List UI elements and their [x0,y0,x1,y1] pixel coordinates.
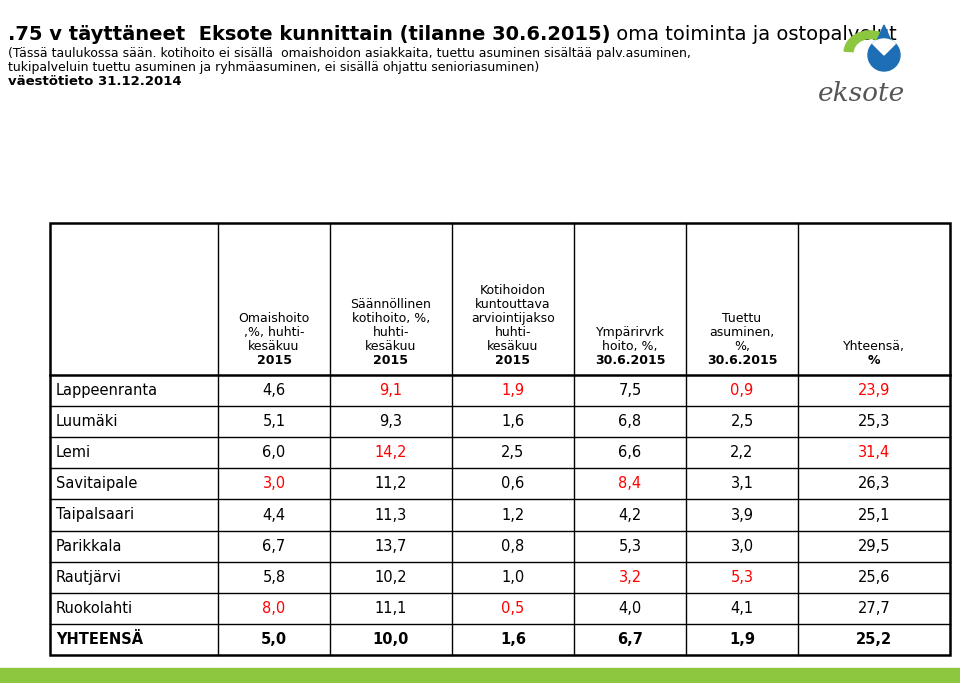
Text: 9,1: 9,1 [379,383,402,398]
Text: kesäkuu: kesäkuu [488,340,539,353]
Text: YHTEENSÄ: YHTEENSÄ [56,632,143,647]
Text: 9,3: 9,3 [379,414,402,429]
Text: 0,9: 0,9 [731,383,754,398]
Text: 8,4: 8,4 [618,476,641,491]
Text: 4,1: 4,1 [731,601,754,616]
Text: oma toiminta ja ostopalvelut: oma toiminta ja ostopalvelut [611,25,898,44]
Polygon shape [844,31,895,52]
Text: ,%, huhti-: ,%, huhti- [244,326,304,339]
Text: 10,2: 10,2 [374,570,407,585]
Text: 7,5: 7,5 [618,383,641,398]
Text: 2,2: 2,2 [731,445,754,460]
Text: 25,1: 25,1 [857,507,890,522]
Text: eksote: eksote [818,81,905,106]
Text: 0,8: 0,8 [501,539,524,554]
Text: kesäkuu: kesäkuu [366,340,417,353]
Text: 4,4: 4,4 [262,507,285,522]
Text: 5,8: 5,8 [262,570,285,585]
Text: Taipalsaari: Taipalsaari [56,507,134,522]
Text: 1,2: 1,2 [501,507,524,522]
Text: kotihoito, %,: kotihoito, %, [352,312,430,325]
Text: 1,6: 1,6 [500,632,526,647]
Text: 6,6: 6,6 [618,445,641,460]
Text: 23,9: 23,9 [858,383,890,398]
Text: %,: %, [734,340,750,353]
Text: 25,2: 25,2 [856,632,892,647]
Text: 1,6: 1,6 [501,414,524,429]
Bar [0,668,960,683]
Text: 3,0: 3,0 [731,539,754,554]
Text: 2015: 2015 [495,354,531,367]
Text: 25,3: 25,3 [858,414,890,429]
Bar [50,223,950,655]
Text: 26,3: 26,3 [858,476,890,491]
Text: Ympärirvrk: Ympärirvrk [595,326,664,339]
Text: 2,5: 2,5 [501,445,524,460]
Wedge shape [868,39,900,71]
Text: 1,0: 1,0 [501,570,524,585]
Text: Parikkala: Parikkala [56,539,123,554]
Text: 13,7: 13,7 [374,539,407,554]
Text: 3,0: 3,0 [262,476,285,491]
Text: asuminen,: asuminen, [709,326,775,339]
Text: 6,8: 6,8 [618,414,641,429]
Text: 11,3: 11,3 [374,507,407,522]
Polygon shape [876,25,892,43]
Text: 2015: 2015 [373,354,409,367]
Text: Yhteensä,: Yhteensä, [843,340,905,353]
Text: 5,1: 5,1 [262,414,285,429]
Text: tukipalveluin tuettu asuminen ja ryhmäasuminen, ei sisällä ohjattu senioriasumin: tukipalveluin tuettu asuminen ja ryhmäas… [8,61,540,74]
Wedge shape [873,39,896,55]
Text: 5,3: 5,3 [618,539,641,554]
Text: 6,0: 6,0 [262,445,286,460]
Text: .75 v täyttäneet  Eksote kunnittain (tilanne 30.6.2015): .75 v täyttäneet Eksote kunnittain (tila… [8,25,611,44]
Text: 3,9: 3,9 [731,507,754,522]
Text: kesäkuu: kesäkuu [249,340,300,353]
Text: %: % [868,354,880,367]
Text: Savitaipale: Savitaipale [56,476,137,491]
Text: (Tässä taulukossa sään. kotihoito ei sisällä  omaishoidon asiakkaita, tuettu asu: (Tässä taulukossa sään. kotihoito ei sis… [8,47,691,60]
Text: 4,0: 4,0 [618,601,641,616]
Text: 6,7: 6,7 [617,632,643,647]
Text: hoito, %,: hoito, %, [602,340,658,353]
Text: 0,6: 0,6 [501,476,524,491]
Text: Rautjärvi: Rautjärvi [56,570,122,585]
Text: Kotihoidon: Kotihoidon [480,284,546,297]
Text: 11,1: 11,1 [374,601,407,616]
Text: 11,2: 11,2 [374,476,407,491]
Text: huhti-: huhti- [494,326,531,339]
Text: 2,5: 2,5 [731,414,754,429]
Text: 27,7: 27,7 [857,601,890,616]
Text: Ruokolahti: Ruokolahti [56,601,133,616]
Text: 5,3: 5,3 [731,570,754,585]
Text: kuntouttava: kuntouttava [475,298,551,311]
Text: 30.6.2015: 30.6.2015 [595,354,665,367]
Text: 10,0: 10,0 [372,632,409,647]
Text: Tuettu: Tuettu [723,312,761,325]
Text: 0,5: 0,5 [501,601,524,616]
Text: 3,1: 3,1 [731,476,754,491]
Text: 4,6: 4,6 [262,383,285,398]
Text: 1,9: 1,9 [501,383,524,398]
Text: 3,2: 3,2 [618,570,641,585]
Text: 1,9: 1,9 [729,632,755,647]
Text: 31,4: 31,4 [858,445,890,460]
Text: 6,7: 6,7 [262,539,286,554]
Text: 29,5: 29,5 [857,539,890,554]
Text: 25,6: 25,6 [857,570,890,585]
Text: Lemi: Lemi [56,445,91,460]
Text: 4,2: 4,2 [618,507,641,522]
Text: Omaishoito: Omaishoito [238,312,310,325]
Text: arviointijakso: arviointijakso [471,312,555,325]
Text: 5,0: 5,0 [261,632,287,647]
Text: Lappeenranta: Lappeenranta [56,383,158,398]
Text: väestötieto 31.12.2014: väestötieto 31.12.2014 [8,75,181,88]
Text: 14,2: 14,2 [374,445,407,460]
Text: 2015: 2015 [256,354,292,367]
Text: 8,0: 8,0 [262,601,286,616]
Text: Säännöllinen: Säännöllinen [350,298,431,311]
Text: 30.6.2015: 30.6.2015 [707,354,778,367]
Text: Luumäki: Luumäki [56,414,118,429]
Text: huhti-: huhti- [372,326,409,339]
